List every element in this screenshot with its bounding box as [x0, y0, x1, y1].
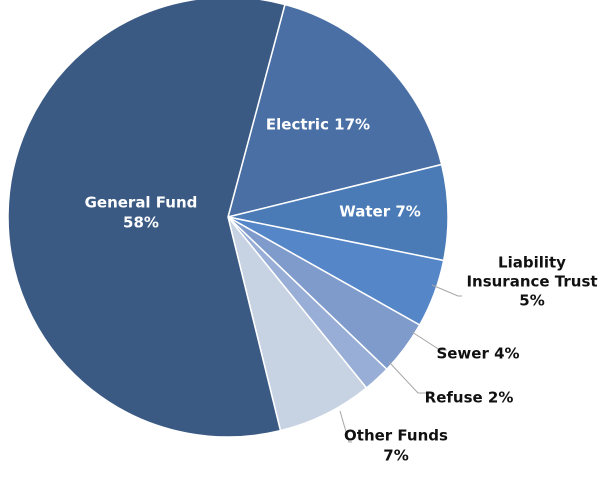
pie-slice-electric [227, 3, 443, 218]
data-label-other-funds: Other Funds 7% [344, 427, 448, 465]
data-label-line: General Fund [85, 194, 198, 212]
data-label-line: 58% [123, 214, 159, 232]
pie-slice-general-fund [7, 0, 286, 438]
data-label-line: Liability [498, 254, 566, 272]
data-label-line: Sewer 4% [436, 345, 519, 363]
leader-line-liability-insurance-trust [431, 284, 462, 297]
data-label-sewer: Sewer 4% [436, 345, 519, 363]
data-label-line: Electric 17% [266, 116, 370, 134]
data-label-water: Water 7% [339, 203, 421, 221]
labels-layer: Electric 17% Water 7% Liability Insurance T… [85, 116, 598, 465]
leader-line-other-funds [339, 410, 352, 443]
data-label-line: Water 7% [339, 203, 421, 221]
leader-line-refuse [388, 361, 426, 394]
leader-lines-layer [339, 284, 462, 443]
leader-line-sewer [411, 331, 447, 351]
data-label-refuse: Refuse 2% [425, 389, 514, 407]
data-label-line: 5% [519, 292, 544, 310]
data-label-general-fund: General Fund 58% [85, 194, 198, 232]
data-label-line: Other Funds [344, 427, 448, 445]
slices-layer [7, 0, 449, 438]
data-label-line: 7% [383, 447, 408, 465]
data-label-electric: Electric 17% [266, 116, 370, 134]
data-label-liability-insurance-trust: Liability Insurance Trust 5% [466, 254, 597, 310]
data-label-line: Refuse 2% [425, 389, 514, 407]
data-label-line: Insurance Trust [466, 273, 597, 291]
